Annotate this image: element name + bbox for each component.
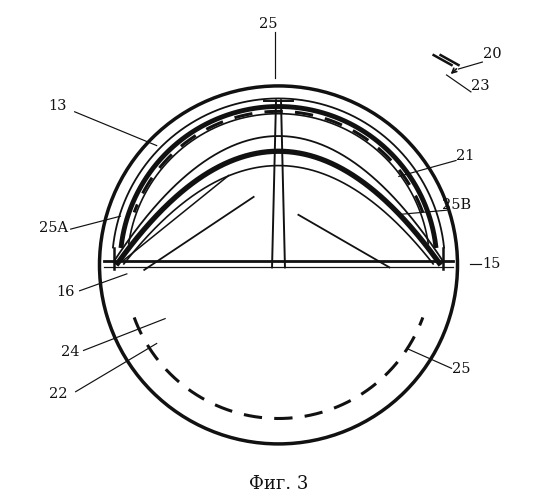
Text: 21: 21 bbox=[456, 148, 474, 162]
Text: 23: 23 bbox=[471, 79, 489, 93]
Text: 25B: 25B bbox=[442, 198, 471, 212]
Text: 25: 25 bbox=[452, 362, 471, 376]
Text: 22: 22 bbox=[50, 387, 68, 401]
Text: 20: 20 bbox=[483, 46, 502, 60]
Text: 13: 13 bbox=[48, 99, 66, 113]
Text: 15: 15 bbox=[482, 257, 501, 271]
Text: Фиг. 3: Фиг. 3 bbox=[249, 474, 308, 492]
Text: 25A: 25A bbox=[39, 220, 69, 234]
Text: 25: 25 bbox=[260, 17, 278, 31]
Text: 24: 24 bbox=[61, 345, 80, 359]
Text: 16: 16 bbox=[56, 286, 75, 300]
